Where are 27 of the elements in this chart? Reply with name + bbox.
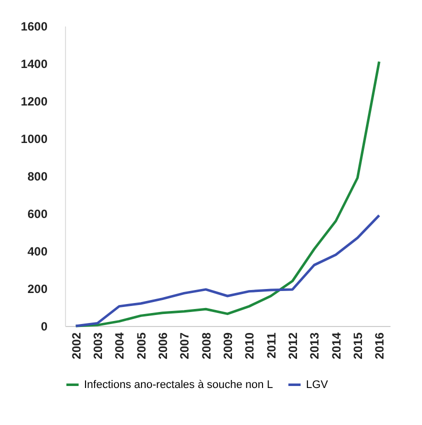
x-tick-label: 2002 xyxy=(69,332,84,360)
x-tick-label: 2004 xyxy=(112,332,127,360)
x-tick-label: 2013 xyxy=(308,332,322,360)
y-tick-label: 1200 xyxy=(20,94,48,108)
x-tick-label: 2016 xyxy=(372,332,387,360)
x-tick-label: 2007 xyxy=(178,332,192,360)
x-tick-label: 2005 xyxy=(134,332,148,360)
y-tick-label: 600 xyxy=(27,207,48,221)
x-tick-label: 2006 xyxy=(156,332,170,360)
x-tick-label: 2014 xyxy=(329,332,344,360)
y-tick-label: 400 xyxy=(27,244,48,258)
legend-label: LGV xyxy=(306,378,329,391)
legend-label: Infections ano-rectales à souche non L xyxy=(84,378,273,391)
y-tick-label: 0 xyxy=(40,320,48,334)
line-series xyxy=(74,214,380,328)
x-tick-label: 2011 xyxy=(264,332,278,359)
x-tick-label: 2008 xyxy=(199,332,214,360)
y-tick-label: 800 xyxy=(27,170,48,184)
x-tick-label: 2012 xyxy=(286,332,300,360)
x-tick-label: 2003 xyxy=(91,332,105,360)
x-tick-label: 2009 xyxy=(221,332,235,360)
y-tick-label: 200 xyxy=(27,282,48,296)
y-tick-label: 1000 xyxy=(20,132,48,146)
x-tick-label: 2015 xyxy=(351,332,365,360)
y-tick-label: 1400 xyxy=(20,57,48,71)
y-tick-label: 1600 xyxy=(20,20,48,34)
x-tick-label: 2010 xyxy=(242,332,257,360)
